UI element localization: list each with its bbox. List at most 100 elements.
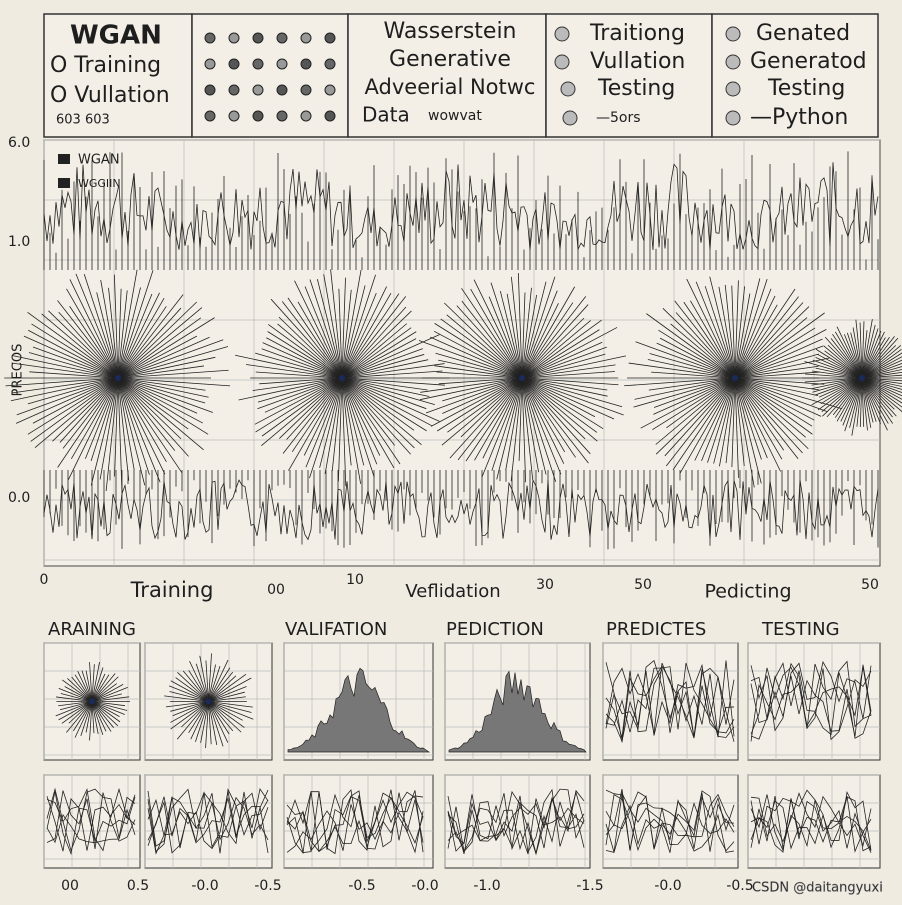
ray <box>470 288 523 379</box>
ray <box>170 701 209 712</box>
ray <box>208 701 218 745</box>
ray <box>442 377 523 402</box>
ray <box>48 310 119 379</box>
ray <box>108 287 119 379</box>
squiggle <box>447 789 585 855</box>
ray <box>430 377 523 427</box>
ray <box>117 317 202 379</box>
ray <box>734 329 827 379</box>
ray <box>257 377 343 403</box>
dot <box>562 110 578 126</box>
ray <box>170 701 209 730</box>
squiggle <box>286 790 424 853</box>
ray <box>341 377 411 455</box>
x-axis-label: Pedicting <box>704 581 791 603</box>
dot <box>725 54 741 70</box>
ray <box>114 377 119 477</box>
ray <box>77 670 93 702</box>
ray <box>734 278 761 379</box>
ray <box>521 294 538 379</box>
ray <box>734 306 810 379</box>
ray <box>57 300 119 379</box>
ray <box>117 377 130 481</box>
ray <box>73 701 93 732</box>
ray <box>170 701 209 723</box>
ray <box>117 297 165 379</box>
ray <box>731 285 736 379</box>
ray <box>846 332 863 379</box>
ray <box>199 655 209 702</box>
ray <box>734 371 820 379</box>
ray <box>436 371 523 379</box>
ray <box>117 377 198 414</box>
ray <box>430 336 523 379</box>
ray <box>252 377 343 391</box>
ray <box>812 377 863 393</box>
ray <box>341 377 395 469</box>
squiggle <box>750 664 872 737</box>
ray <box>55 696 93 702</box>
ray <box>861 345 902 379</box>
ray <box>851 377 863 436</box>
ray <box>62 679 93 702</box>
ray <box>341 289 352 379</box>
ray <box>71 676 93 702</box>
squiggle <box>286 792 424 854</box>
ray <box>436 377 523 432</box>
ray <box>840 377 863 422</box>
ray <box>91 676 119 702</box>
ray <box>341 377 401 465</box>
ray <box>861 377 902 404</box>
ray <box>521 377 566 453</box>
ray <box>84 377 119 459</box>
ray <box>208 677 252 702</box>
ray <box>824 336 863 379</box>
ray <box>521 303 559 379</box>
ray <box>438 377 523 385</box>
ray <box>117 377 183 474</box>
ray <box>91 673 116 702</box>
ray <box>32 377 119 424</box>
ray <box>117 377 209 435</box>
y-axis-label: PRECOS <box>11 344 26 397</box>
ray <box>100 279 119 379</box>
ray <box>208 696 246 702</box>
ray <box>41 313 119 379</box>
ray <box>200 701 209 743</box>
x-tick-label: 00 <box>61 878 79 894</box>
ray <box>861 377 877 422</box>
ray <box>208 701 234 732</box>
ray <box>341 377 362 484</box>
ray <box>341 285 366 379</box>
ray <box>849 377 863 428</box>
ray <box>861 377 868 431</box>
ray <box>91 661 100 702</box>
ray <box>279 377 343 439</box>
ray <box>341 377 347 487</box>
squiggle <box>447 795 585 849</box>
ray <box>852 327 863 379</box>
ray <box>85 701 93 733</box>
panel-title: VALIFATION <box>285 619 387 640</box>
squiggle <box>750 662 872 719</box>
ray <box>341 377 427 410</box>
ray <box>861 369 902 379</box>
ray <box>734 377 755 488</box>
ray <box>861 348 902 379</box>
ray <box>679 377 736 474</box>
ray <box>861 377 902 385</box>
box-line: Generative <box>389 47 511 72</box>
dot <box>300 32 312 44</box>
ray <box>117 377 182 440</box>
ray <box>435 352 523 379</box>
ray <box>861 377 902 382</box>
ray <box>709 276 736 379</box>
ray <box>341 370 443 379</box>
ray <box>80 701 93 736</box>
ray <box>341 377 435 406</box>
hub <box>115 375 121 381</box>
ray <box>117 307 203 379</box>
ray <box>117 293 153 379</box>
ray <box>208 686 247 702</box>
squiggle <box>46 787 136 852</box>
